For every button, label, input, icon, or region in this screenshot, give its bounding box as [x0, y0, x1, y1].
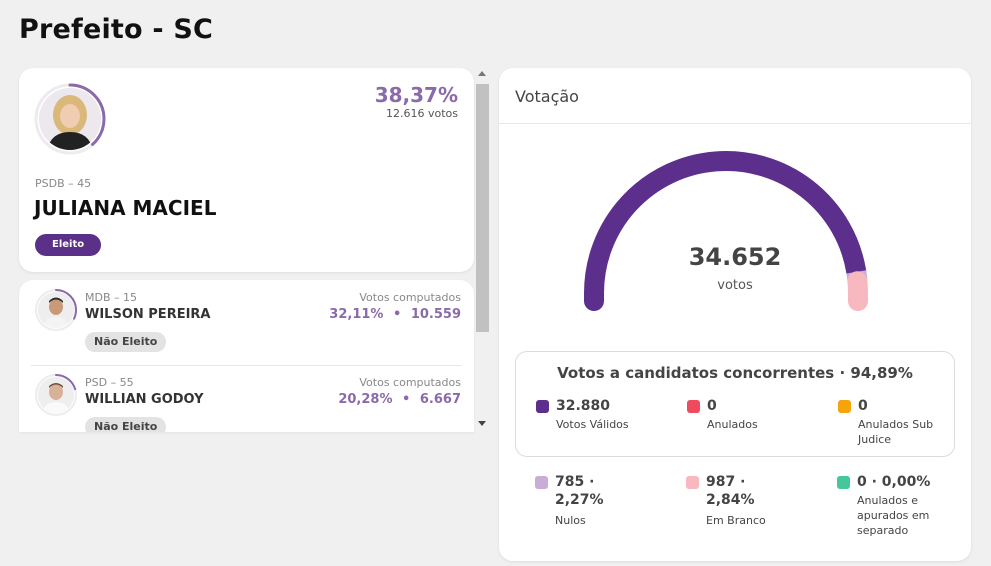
stat-label: Anulados Sub Judice [858, 418, 934, 446]
winner-percent: 38,37% [374, 83, 458, 107]
scroll-up-icon[interactable] [478, 71, 486, 76]
legend-swatch [687, 400, 700, 413]
legend-swatch [837, 476, 850, 489]
stat-label: Anulados [707, 418, 758, 431]
separator: • [402, 392, 411, 407]
status-badge: Eleito [35, 234, 102, 256]
legend-swatch [686, 476, 699, 489]
candidate-name: WILLIAN GODOY [85, 392, 204, 407]
candidate-name: WILSON PEREIRA [85, 307, 211, 322]
section-title: Votação [515, 87, 579, 106]
candidate-progress-ring [35, 374, 77, 416]
stat-value: 785 · 2,27% [555, 474, 604, 508]
status-badge: Não Eleito [85, 332, 167, 352]
candidate-progress-ring [35, 289, 77, 331]
legend-swatch [838, 400, 851, 413]
candidate-avatar-ring [34, 373, 78, 417]
gauge-brancos-arc [847, 271, 868, 311]
winner-votes: 12.616 votos [386, 107, 458, 120]
candidate-party: MDB – 15 [85, 291, 137, 304]
stat-label: Nulos [555, 514, 586, 527]
candidate-votes: 6.667 [419, 392, 461, 407]
candidate-result: 32,11% • 10.559 [329, 307, 461, 322]
legend-swatch [535, 476, 548, 489]
stat-label: Anulados e apurados em separado [857, 494, 930, 537]
winner-progress-ring [34, 83, 106, 155]
candidate-votes: 10.559 [410, 307, 461, 322]
avatar [38, 377, 74, 413]
avatar [38, 292, 74, 328]
votes-label: Votos computados [359, 291, 461, 304]
candidate-avatar-ring [34, 288, 78, 332]
legend-swatch [536, 400, 549, 413]
stat-label: Votos Válidos [556, 418, 629, 431]
winner-avatar-ring [33, 82, 107, 156]
scroll-down-icon[interactable] [478, 421, 486, 426]
separator: • [392, 307, 402, 322]
stat-value: 987 · 2,84% [706, 474, 755, 508]
stat-value: 0 [858, 398, 868, 414]
total-votes: 34.652 [688, 243, 782, 271]
status-badge: Não Eleito [85, 417, 167, 432]
page-title: Prefeito - SC [19, 14, 214, 45]
avatar [39, 88, 101, 150]
divider [31, 365, 461, 366]
box-title: Votos a candidatos concorrentes · 94,89% [557, 364, 913, 382]
votes-label: Votos computados [359, 376, 461, 389]
stat-value: 0 · 0,00% [857, 474, 931, 490]
winner-party: PSDB – 45 [35, 177, 92, 190]
divider [499, 123, 971, 124]
total-votes-label: votos [717, 278, 753, 293]
stat-label: Em Branco [706, 514, 766, 527]
scrollbar-thumb[interactable] [476, 84, 489, 332]
candidate-percent: 20,28% [338, 392, 393, 407]
candidate-percent: 32,11% [329, 307, 384, 322]
winner-name: JULIANA MACIEL [34, 196, 217, 220]
stat-value: 32.880 [556, 398, 611, 414]
candidate-list[interactable]: MDB – 15 WILSON PEREIRA Votos computados… [19, 280, 474, 432]
concurrent-votes-box: Votos a candidatos concorrentes · 94,89%… [515, 351, 955, 457]
winner-card[interactable]: 38,37% 12.616 votos PSDB – 45 JULIANA MA… [19, 68, 474, 272]
scrollbar[interactable] [475, 68, 489, 432]
candidate-result: 20,28% • 6.667 [338, 392, 461, 407]
voting-card: Votação 34.652 votos Votos a candidatos … [499, 68, 971, 561]
list-item[interactable]: PSD – 55 WILLIAN GODOY Votos computados … [31, 371, 461, 432]
gauge-valid-arc [584, 151, 867, 311]
stat-value: 0 [707, 398, 717, 414]
candidate-party: PSD – 55 [85, 376, 134, 389]
vote-gauge [584, 151, 868, 311]
list-item[interactable]: MDB – 15 WILSON PEREIRA Votos computados… [31, 286, 461, 368]
